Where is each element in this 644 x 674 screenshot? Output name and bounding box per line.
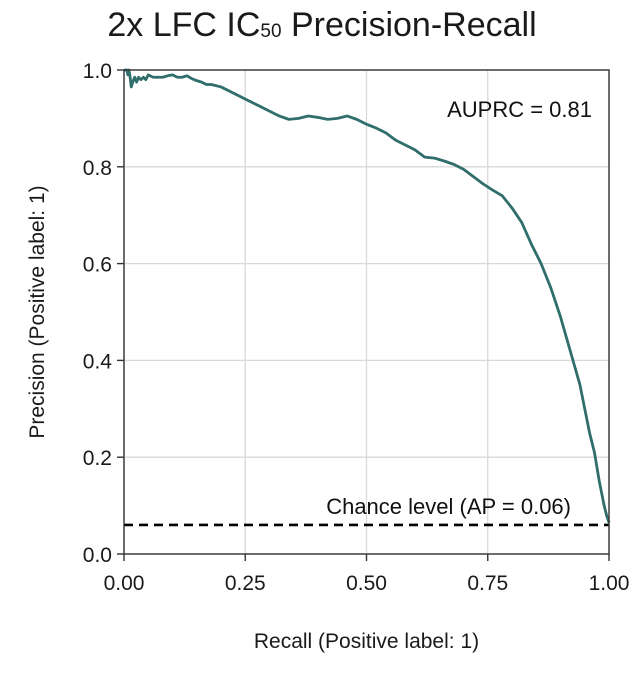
chance-level-label: Chance level (AP = 0.06) bbox=[326, 494, 571, 519]
y-tick-label-1: 0.2 bbox=[83, 447, 112, 470]
x-tick-label-0: 0.00 bbox=[104, 572, 145, 595]
y-axis-ticks: 0.0 0.2 0.4 0.6 0.8 1.0 bbox=[83, 60, 124, 567]
x-tick-label-2: 0.50 bbox=[346, 572, 387, 595]
title-subscript: 50 bbox=[260, 21, 282, 42]
y-tick-label-5: 1.0 bbox=[83, 60, 112, 83]
title-main: 2x LFC IC bbox=[107, 6, 261, 44]
x-axis-title: Recall (Positive label: 1) bbox=[254, 630, 479, 653]
pr-curve-line bbox=[124, 68, 611, 523]
x-tick-label-1: 0.25 bbox=[225, 572, 266, 595]
y-axis-title: Precision (Positive label: 1) bbox=[26, 185, 49, 438]
auprc-annotation: AUPRC = 0.81 bbox=[447, 97, 592, 122]
y-tick-label-0: 0.0 bbox=[83, 544, 112, 567]
y-tick-label-4: 0.8 bbox=[83, 157, 112, 180]
chart-title: 2x LFC IC50 Precision-Recall bbox=[0, 6, 644, 45]
y-tick-label-2: 0.4 bbox=[83, 350, 113, 373]
grid bbox=[123, 69, 610, 555]
pr-curve bbox=[124, 68, 611, 523]
x-tick-label-4: 1.00 bbox=[589, 572, 630, 595]
title-rest: Precision-Recall bbox=[281, 6, 537, 44]
x-axis-ticks: 0.00 0.25 0.50 0.75 1.00 bbox=[104, 554, 630, 595]
y-tick-label-3: 0.6 bbox=[83, 254, 112, 277]
x-tick-label-3: 0.75 bbox=[467, 572, 508, 595]
